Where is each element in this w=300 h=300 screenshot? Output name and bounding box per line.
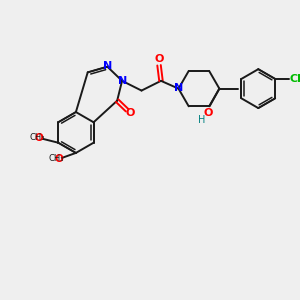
Text: O: O [34, 133, 43, 143]
Text: CH₃: CH₃ [49, 154, 64, 163]
Text: CH₃: CH₃ [29, 133, 44, 142]
Text: N: N [174, 83, 183, 93]
Text: O: O [54, 154, 63, 164]
Text: H: H [198, 115, 206, 125]
Text: N: N [118, 76, 128, 86]
Text: N: N [103, 61, 112, 71]
Text: O: O [203, 108, 212, 118]
Text: O: O [126, 109, 135, 118]
Text: O: O [154, 54, 164, 64]
Text: Cl: Cl [290, 74, 300, 84]
